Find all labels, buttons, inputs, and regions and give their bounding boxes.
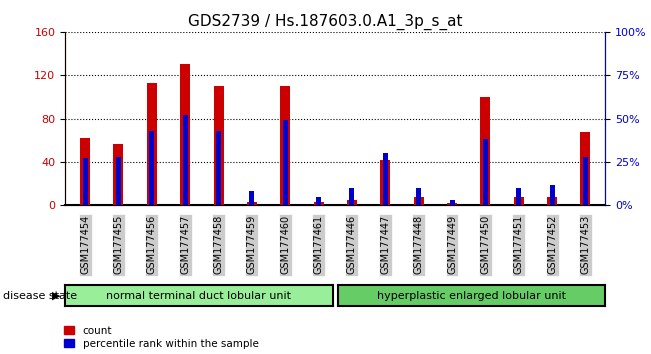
Bar [249,192,255,205]
Bar [447,203,457,205]
Bar [380,160,391,205]
Text: GDS2739 / Hs.187603.0.A1_3p_s_at: GDS2739 / Hs.187603.0.A1_3p_s_at [188,14,463,30]
Bar [480,97,490,205]
Bar [80,138,90,205]
Bar [549,184,555,205]
Bar [183,115,187,205]
Bar [83,159,88,205]
Bar [280,86,290,205]
Bar [247,202,257,205]
Bar [316,197,321,205]
Bar [483,139,488,205]
Bar [314,202,324,205]
Legend: count, percentile rank within the sample: count, percentile rank within the sample [64,326,258,349]
Bar [383,153,388,205]
Bar [581,132,590,205]
Bar [449,200,454,205]
Bar [149,131,154,205]
Bar [113,143,124,205]
Bar [547,197,557,205]
Bar [283,120,288,205]
Bar [216,131,221,205]
Bar [416,188,421,205]
Bar [514,197,523,205]
Bar [214,86,223,205]
Bar [583,157,588,205]
Bar [350,188,354,205]
Bar [413,197,424,205]
Bar [516,188,521,205]
Bar [180,64,190,205]
Text: ▶: ▶ [52,291,61,301]
Bar [347,200,357,205]
Bar [116,157,121,205]
Text: normal terminal duct lobular unit: normal terminal duct lobular unit [106,291,292,301]
Text: hyperplastic enlarged lobular unit: hyperplastic enlarged lobular unit [377,291,566,301]
Text: disease state: disease state [3,291,77,301]
Bar [147,83,157,205]
